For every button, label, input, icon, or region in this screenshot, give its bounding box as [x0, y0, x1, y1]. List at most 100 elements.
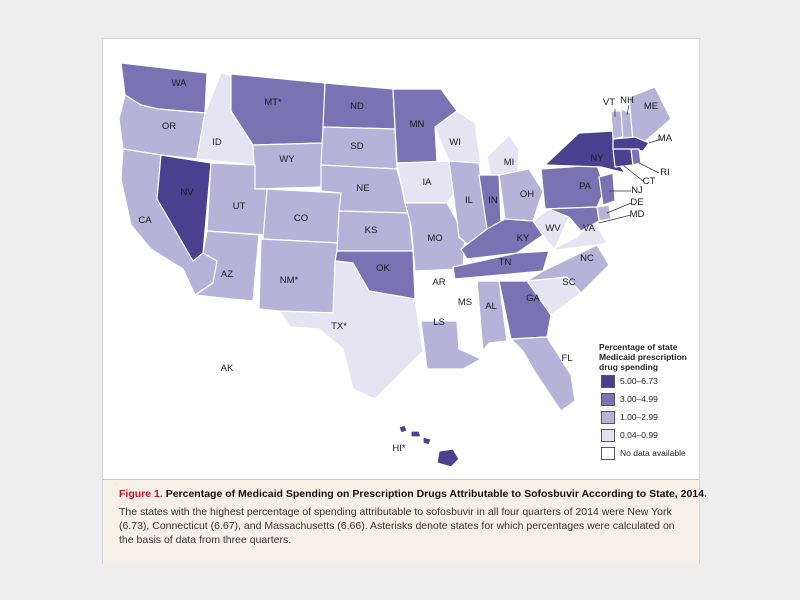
- state-label-ma: MA: [658, 133, 673, 144]
- legend-label: 1.00–2.99: [620, 412, 658, 422]
- state-wy: [252, 142, 324, 190]
- leader-lines: [598, 104, 662, 224]
- leader-line-nh: [626, 104, 630, 116]
- state-label-ut: UT: [233, 201, 246, 212]
- state-hi-islet-2: [410, 430, 422, 438]
- state-label-ak: AK: [221, 363, 234, 374]
- state-nj: [598, 172, 616, 206]
- state-label-ca: CA: [138, 215, 152, 226]
- state-va: [548, 218, 608, 252]
- legend-swatch: [601, 447, 615, 460]
- state-label-de: DE: [630, 197, 643, 208]
- leader-line-ri: [638, 162, 660, 174]
- state-label-ny: NY: [590, 153, 604, 164]
- caption-body: The states with the highest percentage o…: [119, 506, 675, 546]
- state-label-me: ME: [644, 101, 658, 112]
- state-label-in: IN: [488, 195, 498, 206]
- state-label-il: IL: [465, 195, 473, 206]
- state-al: [476, 280, 508, 352]
- state-nv: [156, 154, 212, 262]
- state-pa: [540, 164, 606, 210]
- state-label-sc: SC: [562, 277, 575, 288]
- state-wi: [434, 110, 482, 168]
- state-label-nj: NJ: [631, 185, 643, 196]
- state-ak: [188, 350, 284, 442]
- state-label-vt: VT: [603, 97, 615, 108]
- states-layer: [118, 62, 672, 468]
- state-md: [544, 206, 600, 232]
- state-label-nd: ND: [350, 101, 364, 112]
- state-label-nv: NV: [180, 187, 194, 198]
- state-label-mn: MN: [410, 119, 425, 130]
- state-label-hi: HI*: [392, 443, 406, 454]
- state-label-ls: LS: [433, 317, 445, 328]
- caption-heading: Figure 1. Percentage of Medicaid Spendin…: [119, 488, 707, 500]
- state-label-tx: TX*: [331, 321, 347, 332]
- state-label-ia: IA: [423, 177, 433, 188]
- state-label-ar: AR: [432, 277, 445, 288]
- leader-line-de: [606, 202, 632, 214]
- legend-swatch: [601, 393, 615, 406]
- legend-swatch: [601, 411, 615, 424]
- state-hi-islet-3: [422, 436, 432, 446]
- state-label-pa: PA: [579, 181, 592, 192]
- state-label-id: ID: [212, 137, 222, 148]
- state-fl: [510, 336, 576, 412]
- leader-line-ct: [622, 164, 644, 182]
- state-ri: [630, 148, 642, 166]
- state-az: [194, 230, 260, 302]
- state-label-wa: WA: [172, 78, 188, 89]
- state-label-ga: GA: [526, 293, 540, 304]
- state-label-wi: WI: [449, 137, 461, 148]
- state-label-va: VA: [583, 223, 596, 234]
- leader-line-md: [598, 214, 632, 224]
- leader-line-ma: [648, 138, 662, 144]
- state-label-md: MD: [630, 209, 645, 220]
- state-label-nh: NH: [620, 95, 634, 106]
- state-tn: [452, 250, 550, 280]
- state-tx: [278, 260, 424, 400]
- state-label-tn: TN: [499, 257, 512, 268]
- state-label-or: OR: [162, 121, 176, 132]
- state-label-ne: NE: [356, 183, 369, 194]
- state-ms: [454, 280, 482, 352]
- state-label-sd: SD: [350, 141, 363, 152]
- state-label-wy: WY: [279, 154, 295, 165]
- legend-swatch: [601, 429, 615, 442]
- legend-swatch: [601, 375, 615, 388]
- state-label-ms: MS: [458, 297, 472, 308]
- state-hi: [436, 448, 460, 468]
- figure-panel: WA OR CA NV ID MT* WY UT AZ CO NM* ND SD NE KS OK TX* MN I…: [102, 38, 707, 564]
- state-label-fl: FL: [561, 353, 572, 364]
- state-labels-layer: WA OR CA NV ID MT* WY UT AZ CO NM* ND SD NE KS OK TX* MN I…: [138, 78, 672, 454]
- state-hi-islet-1: [398, 424, 408, 434]
- state-oh: [498, 168, 544, 222]
- state-label-az: AZ: [221, 269, 233, 280]
- state-label-ks: KS: [365, 225, 378, 236]
- caption-title: Percentage of Medicaid Spending on Presc…: [165, 488, 707, 500]
- state-label-mo: MO: [427, 233, 442, 244]
- state-me: [628, 86, 672, 146]
- state-label-al: AL: [485, 301, 497, 312]
- state-label-wv: WV: [545, 223, 561, 234]
- figure-number: Figure 1.: [119, 488, 163, 500]
- state-label-co: CO: [294, 213, 308, 224]
- legend-label: No data available: [620, 448, 686, 458]
- state-label-ct: CT: [643, 176, 656, 187]
- state-label-nc: NC: [580, 253, 594, 264]
- state-label-ri: RI: [660, 167, 670, 178]
- state-ct: [612, 148, 634, 168]
- legend-title: Percentage of state Medicaid prescriptio…: [599, 342, 687, 372]
- state-label-mt: MT*: [264, 97, 282, 108]
- us-choropleth-map: WA OR CA NV ID MT* WY UT AZ CO NM* ND SD NE KS OK TX* MN I…: [118, 62, 673, 468]
- state-label-nm: NM*: [280, 275, 299, 286]
- state-label-ok: OK: [376, 263, 390, 274]
- legend-label: 5.00–6.73: [620, 376, 658, 386]
- state-wv: [532, 208, 570, 250]
- legend-label: 3.00–4.99: [620, 394, 658, 404]
- state-label-ky: KY: [517, 233, 530, 244]
- legend-label: 0.04–0.99: [620, 430, 658, 440]
- figure-caption: Figure 1. Percentage of Medicaid Spendin…: [103, 479, 707, 564]
- state-nm: [258, 238, 340, 314]
- state-ma: [612, 136, 650, 152]
